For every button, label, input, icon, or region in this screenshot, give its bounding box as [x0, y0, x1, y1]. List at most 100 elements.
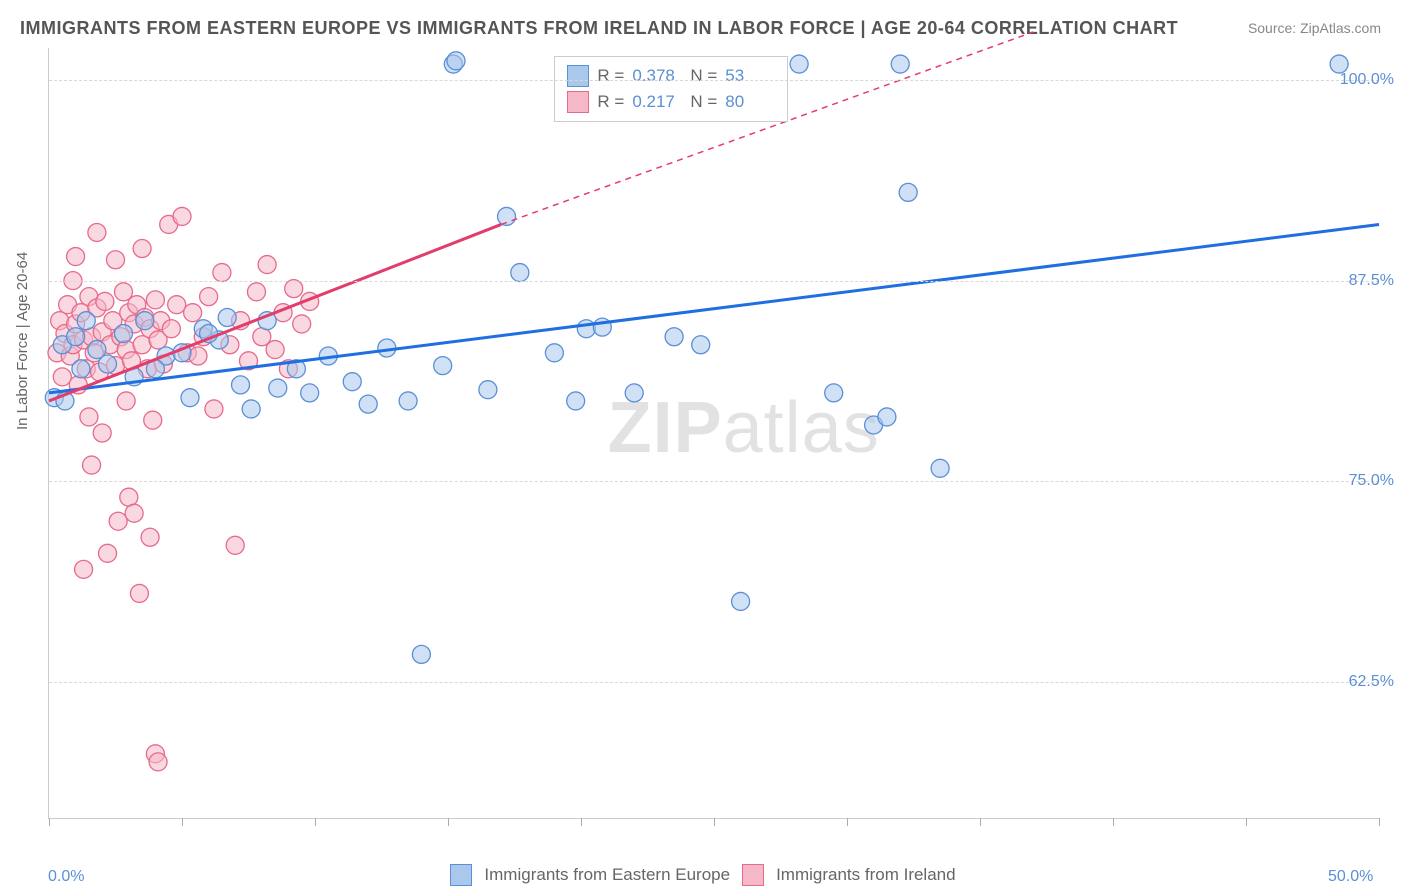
source-label: Source: ZipAtlas.com — [1248, 20, 1381, 36]
data-point — [891, 55, 909, 73]
data-point — [136, 312, 154, 330]
gridline-horizontal — [49, 281, 1379, 282]
legend-r-label: R = — [597, 89, 624, 115]
data-point — [114, 325, 132, 343]
legend-series-label: Immigrants from Eastern Europe — [484, 865, 730, 884]
data-point — [567, 392, 585, 410]
data-point — [511, 264, 529, 282]
x-tick-mark — [980, 818, 981, 826]
legend-row: R = 0.378 N = 53 — [567, 63, 775, 89]
legend-swatch — [567, 65, 589, 87]
y-tick-label: 87.5% — [1349, 272, 1394, 290]
data-point — [301, 384, 319, 402]
data-point — [189, 347, 207, 365]
legend-n-value: 80 — [725, 89, 775, 115]
data-point — [825, 384, 843, 402]
data-point — [133, 240, 151, 258]
x-tick-mark — [847, 818, 848, 826]
data-point — [625, 384, 643, 402]
y-axis-label: In Labor Force | Age 20-64 — [14, 252, 31, 430]
data-point — [120, 488, 138, 506]
y-tick-label: 75.0% — [1349, 472, 1394, 490]
data-point — [67, 328, 85, 346]
data-point — [293, 315, 311, 333]
data-point — [577, 320, 595, 338]
data-point — [434, 357, 452, 375]
data-point — [232, 376, 250, 394]
x-tick-mark — [1246, 818, 1247, 826]
legend-n-value: 53 — [725, 63, 775, 89]
data-point — [247, 283, 265, 301]
data-point — [258, 256, 276, 274]
data-point — [107, 251, 125, 269]
gridline-horizontal — [49, 80, 1379, 81]
data-point — [412, 645, 430, 663]
data-point — [479, 381, 497, 399]
data-point — [269, 379, 287, 397]
data-point — [149, 753, 167, 771]
data-point — [931, 459, 949, 477]
data-point — [173, 207, 191, 225]
x-tick-label: 50.0% — [1328, 868, 1373, 886]
series-legend: Immigrants from Eastern Europe Immigrants… — [0, 864, 1406, 886]
data-point — [75, 560, 93, 578]
data-point — [130, 584, 148, 602]
data-point — [359, 395, 377, 413]
gridline-horizontal — [49, 481, 1379, 482]
data-point — [266, 341, 284, 359]
data-point — [53, 368, 71, 386]
trend-line — [49, 224, 1379, 392]
data-point — [88, 223, 106, 241]
legend-r-value: 0.378 — [632, 63, 682, 89]
legend-swatch — [567, 91, 589, 113]
data-point — [899, 183, 917, 201]
data-point — [790, 55, 808, 73]
x-tick-label: 0.0% — [48, 868, 84, 886]
legend-swatch — [450, 864, 472, 886]
data-point — [146, 291, 164, 309]
chart-plot-area: ZIPatlas R =0.378N =53R =0.217N =80 — [48, 48, 1379, 819]
correlation-legend: R = 0.378 N = 53 R = 0.217 N = 80 — [554, 56, 788, 122]
data-point — [80, 408, 98, 426]
data-point — [447, 52, 465, 70]
data-point — [878, 408, 896, 426]
gridline-horizontal — [49, 682, 1379, 683]
data-point — [144, 411, 162, 429]
data-point — [184, 304, 202, 322]
x-tick-mark — [581, 818, 582, 826]
x-tick-mark — [448, 818, 449, 826]
data-point — [162, 320, 180, 338]
x-tick-mark — [1379, 818, 1380, 826]
data-point — [67, 248, 85, 266]
x-tick-mark — [49, 818, 50, 826]
data-point — [343, 373, 361, 391]
data-point — [692, 336, 710, 354]
data-point — [545, 344, 563, 362]
chart-title: IMMIGRANTS FROM EASTERN EUROPE VS IMMIGR… — [20, 18, 1178, 39]
legend-series-label: Immigrants from Ireland — [776, 865, 956, 884]
data-point — [242, 400, 260, 418]
data-point — [72, 360, 90, 378]
data-point — [109, 512, 127, 530]
data-point — [93, 424, 111, 442]
legend-n-label: N = — [690, 89, 717, 115]
data-point — [99, 544, 117, 562]
data-point — [200, 288, 218, 306]
legend-r-label: R = — [597, 63, 624, 89]
data-point — [732, 592, 750, 610]
data-point — [117, 392, 135, 410]
data-point — [83, 456, 101, 474]
data-point — [125, 504, 143, 522]
data-point — [141, 528, 159, 546]
data-point — [205, 400, 223, 418]
x-tick-mark — [714, 818, 715, 826]
x-tick-mark — [182, 818, 183, 826]
x-tick-mark — [1113, 818, 1114, 826]
data-point — [665, 328, 683, 346]
legend-n-label: N = — [690, 63, 717, 89]
data-point — [99, 355, 117, 373]
data-point — [218, 309, 236, 327]
legend-r-value: 0.217 — [632, 89, 682, 115]
data-point — [285, 280, 303, 298]
data-point — [399, 392, 417, 410]
